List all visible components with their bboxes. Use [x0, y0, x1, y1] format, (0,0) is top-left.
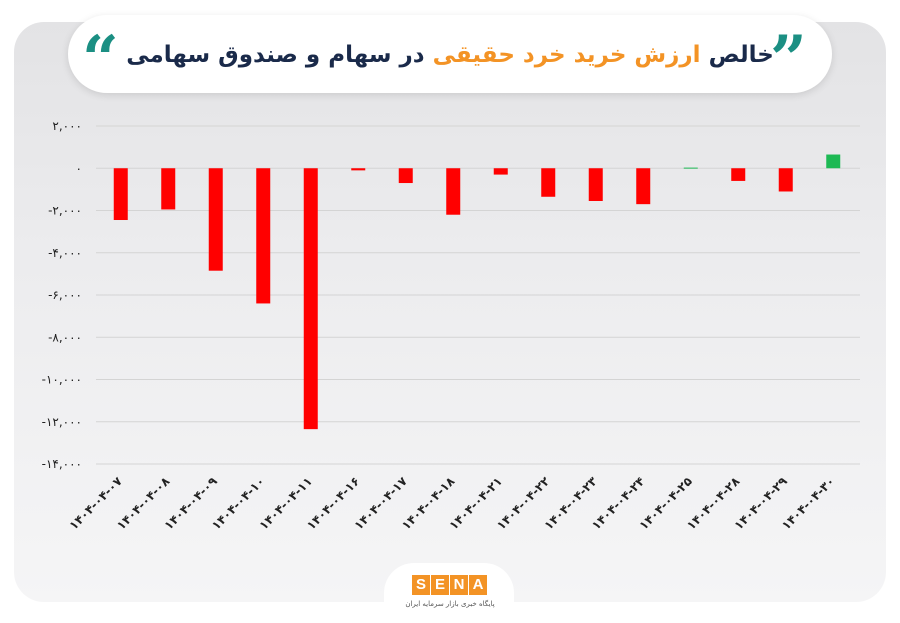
y-tick-label: ۰ — [76, 161, 82, 175]
y-tick-label: -۸,۰۰۰ — [48, 330, 82, 344]
bar — [351, 168, 366, 171]
bar — [826, 154, 841, 169]
y-tick-label: -۶,۰۰۰ — [48, 288, 82, 302]
logo-letter: E — [431, 575, 450, 595]
bar — [683, 167, 698, 169]
bar — [256, 168, 271, 304]
bar — [636, 168, 651, 205]
bar — [398, 168, 413, 184]
bar — [731, 168, 746, 181]
title-accent: ارزش خرید خرد حقیقی — [432, 42, 701, 68]
bar — [113, 168, 128, 221]
y-tick-label: -۱۴,۰۰۰ — [42, 457, 82, 471]
bar — [208, 168, 223, 271]
y-tick-label: -۱۲,۰۰۰ — [42, 415, 82, 429]
sena-logo: S E N A — [412, 575, 488, 595]
logo-letter: S — [412, 575, 431, 595]
bar — [446, 168, 461, 215]
bar — [493, 168, 508, 175]
chart-card — [14, 22, 886, 602]
chart-title: خالص ارزش خرید خرد حقیقی در سهام و صندوق… — [110, 30, 790, 80]
bar — [161, 168, 176, 210]
quote-close-icon: ” — [770, 22, 807, 97]
logo-letter: A — [469, 575, 488, 595]
y-tick-label: ۲,۰۰۰ — [52, 119, 82, 133]
title-part-2: در سهام و صندوق سهامی — [126, 42, 425, 68]
y-tick-label: -۱۰,۰۰۰ — [42, 373, 82, 387]
quote-open-icon: “ — [82, 22, 119, 97]
bar — [303, 168, 318, 430]
logo-subtitle: پایگاه خبری بازار سرمایه ایران — [405, 600, 495, 608]
title-part-1: خالص — [708, 42, 774, 68]
title-banner — [68, 15, 832, 93]
bar — [778, 168, 793, 192]
y-tick-label: -۴,۰۰۰ — [48, 246, 82, 260]
bar — [588, 168, 603, 201]
bar — [541, 168, 556, 197]
y-tick-label: -۲,۰۰۰ — [48, 204, 82, 218]
logo-letter: N — [450, 575, 469, 595]
